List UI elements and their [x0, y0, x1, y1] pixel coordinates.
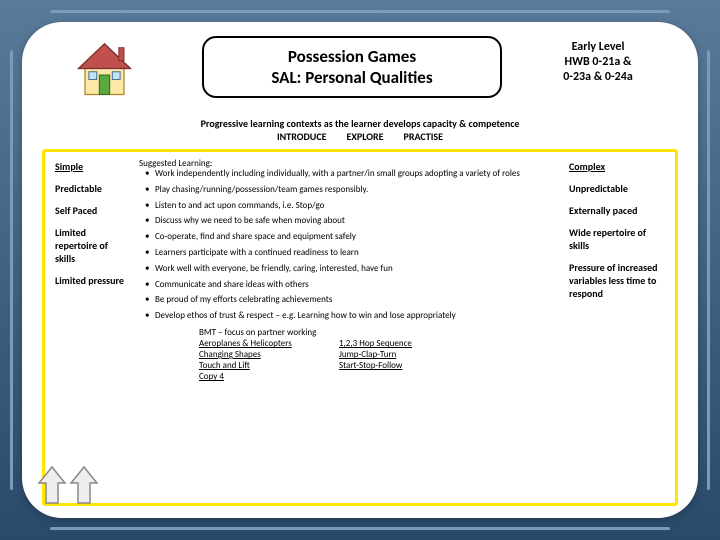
header-row: Possession Games SAL: Personal Qualities… — [42, 36, 678, 111]
left-item: Predictable — [55, 182, 129, 195]
deco-line-left — [10, 50, 13, 490]
bmt-cell: Touch and Lift — [199, 360, 339, 371]
title-line2: SAL: Personal Qualities — [271, 67, 432, 88]
bmt-row: Touch and Lift Start-Stop-Follow — [199, 360, 559, 371]
progressive-line2: INTRODUCE EXPLORE PRACTISE — [42, 130, 678, 143]
bmt-cell: Changing Shapes — [199, 349, 339, 360]
right-heading: Complex — [569, 160, 665, 173]
left-item: Limited repertoire of skills — [55, 226, 129, 265]
suggested-list: Work independently including individuall… — [145, 169, 559, 322]
list-item: Co-operate, find and share space and equ… — [145, 232, 559, 243]
list-item: Listen to and act upon commands, i.e. St… — [145, 201, 559, 212]
progressive-line1: Progressive learning contexts as the lea… — [42, 117, 678, 130]
level-line1: Early Level — [543, 40, 653, 55]
deco-line-right — [707, 50, 710, 490]
arrow-icons — [37, 465, 99, 505]
right-item: Unpredictable — [569, 182, 665, 195]
list-item: Work independently including individuall… — [145, 169, 559, 180]
deco-line-top — [50, 10, 670, 13]
bmt-cell: Jump-Clap-Turn — [339, 349, 396, 360]
left-item: Self Paced — [55, 204, 129, 217]
bmt-row: Changing Shapes Jump-Clap-Turn — [199, 349, 559, 360]
bmt-section: BMT – focus on partner working Aeroplane… — [199, 327, 559, 382]
progressive-text: Progressive learning contexts as the lea… — [42, 117, 678, 143]
bmt-cell: 1,2,3 Hop Sequence — [339, 338, 412, 349]
level-line3: 0-23a & 0-24a — [543, 70, 653, 85]
list-item: Discuss why we need to be safe when movi… — [145, 216, 559, 227]
bmt-row: Copy 4 — [199, 371, 559, 382]
list-item: Work well with everyone, be friendly, ca… — [145, 264, 559, 275]
arrow-up-icon — [37, 465, 67, 505]
main-card: Possession Games SAL: Personal Qualities… — [22, 22, 698, 518]
left-heading: Simple — [55, 160, 129, 173]
level-box: Early Level HWB 0-21a & 0-23a & 0-24a — [543, 40, 653, 85]
column-suggested: Suggested Learning: Work independently i… — [135, 152, 565, 503]
bmt-header: BMT – focus on partner working — [199, 327, 559, 338]
right-item: Wide repertoire of skills — [569, 226, 665, 252]
list-item: Play chasing/running/possession/team gam… — [145, 185, 559, 196]
deco-line-bottom — [50, 527, 670, 530]
column-complex: Complex Unpredictable Externally paced W… — [565, 152, 675, 503]
bmt-cell: Aeroplanes & Helicopters — [199, 338, 339, 349]
left-item: Limited pressure — [55, 274, 129, 287]
house-icon — [72, 36, 137, 101]
bmt-row: Aeroplanes & Helicopters 1,2,3 Hop Seque… — [199, 338, 559, 349]
column-simple: Simple Predictable Self Paced Limited re… — [45, 152, 135, 503]
content-box: Simple Predictable Self Paced Limited re… — [42, 149, 678, 506]
arrow-up-icon — [69, 465, 99, 505]
right-item: Externally paced — [569, 204, 665, 217]
level-line2: HWB 0-21a & — [543, 55, 653, 70]
bmt-cell: Copy 4 — [199, 371, 339, 382]
title-line1: Possession Games — [288, 46, 416, 67]
right-item: Pressure of increased variables less tim… — [569, 261, 665, 300]
title-box: Possession Games SAL: Personal Qualities — [202, 36, 502, 98]
list-item: Be proud of my efforts celebrating achie… — [145, 295, 559, 306]
list-item: Communicate and share ideas with others — [145, 280, 559, 291]
list-item: Learners participate with a continued re… — [145, 248, 559, 259]
list-item: Develop ethos of trust & respect – e.g. … — [145, 311, 559, 322]
bmt-cell: Start-Stop-Follow — [339, 360, 402, 371]
